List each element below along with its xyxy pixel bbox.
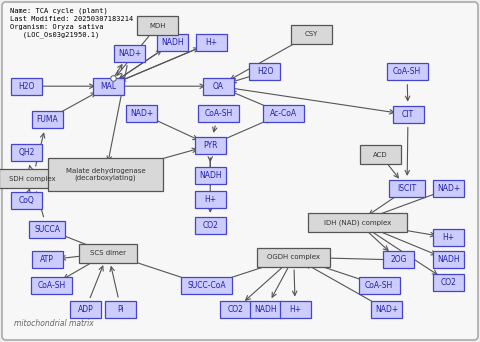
Text: Malate dehydrogenase
(decarboxylating): Malate dehydrogenase (decarboxylating) [66, 168, 145, 181]
Text: OGDH complex: OGDH complex [267, 254, 320, 260]
Text: CSY: CSY [304, 31, 318, 37]
Text: OA: OA [213, 82, 224, 91]
FancyBboxPatch shape [250, 63, 280, 80]
Text: Pi: Pi [118, 305, 124, 314]
FancyBboxPatch shape [433, 251, 464, 268]
FancyBboxPatch shape [114, 44, 145, 62]
FancyBboxPatch shape [290, 25, 332, 44]
FancyBboxPatch shape [11, 192, 42, 209]
FancyBboxPatch shape [48, 158, 163, 191]
Text: FUMA: FUMA [36, 115, 58, 124]
FancyBboxPatch shape [126, 105, 157, 122]
FancyBboxPatch shape [11, 144, 42, 161]
FancyBboxPatch shape [257, 248, 330, 267]
Text: NADH: NADH [161, 38, 184, 47]
FancyBboxPatch shape [195, 190, 226, 208]
Text: H2O: H2O [257, 67, 273, 76]
Text: CIT: CIT [402, 110, 414, 119]
Text: NAD+: NAD+ [437, 184, 460, 193]
Text: mitochondrial matrix: mitochondrial matrix [14, 319, 94, 328]
FancyBboxPatch shape [196, 34, 227, 51]
FancyBboxPatch shape [70, 301, 101, 318]
FancyBboxPatch shape [32, 251, 62, 268]
FancyBboxPatch shape [203, 78, 234, 95]
Text: MAL: MAL [100, 82, 116, 91]
FancyBboxPatch shape [195, 167, 226, 184]
Text: QH2: QH2 [18, 148, 35, 157]
Text: CoA-SH: CoA-SH [365, 281, 393, 290]
Text: ATP: ATP [40, 255, 54, 264]
FancyBboxPatch shape [29, 221, 65, 238]
FancyBboxPatch shape [263, 105, 304, 122]
Text: NAD+: NAD+ [118, 49, 141, 57]
FancyBboxPatch shape [157, 34, 188, 51]
Text: NADH: NADH [254, 305, 277, 314]
Text: SDH complex: SDH complex [9, 175, 56, 182]
Text: Ac-CoA: Ac-CoA [270, 109, 297, 118]
Text: CoQ: CoQ [19, 196, 34, 205]
FancyBboxPatch shape [386, 63, 428, 80]
FancyBboxPatch shape [106, 301, 136, 318]
Text: 2OG: 2OG [390, 255, 407, 264]
FancyBboxPatch shape [433, 274, 464, 291]
FancyBboxPatch shape [0, 169, 67, 188]
Text: NAD+: NAD+ [375, 305, 398, 314]
Text: IDH (NAD) complex: IDH (NAD) complex [324, 219, 391, 226]
Text: NADH: NADH [437, 255, 460, 264]
Text: NADH: NADH [199, 171, 222, 180]
Text: H+: H+ [289, 305, 301, 314]
Text: ADP: ADP [78, 305, 93, 314]
Text: NAD+: NAD+ [130, 109, 153, 118]
FancyBboxPatch shape [383, 251, 414, 268]
Text: PYR: PYR [203, 141, 217, 150]
FancyBboxPatch shape [393, 106, 423, 123]
FancyBboxPatch shape [359, 277, 400, 294]
FancyBboxPatch shape [389, 180, 425, 197]
Text: CoA-SH: CoA-SH [393, 67, 421, 76]
FancyBboxPatch shape [79, 244, 137, 263]
FancyBboxPatch shape [11, 78, 42, 95]
Text: ACD: ACD [373, 152, 387, 158]
Text: CoA-SH: CoA-SH [38, 281, 66, 290]
FancyBboxPatch shape [31, 277, 72, 294]
Text: CO2: CO2 [441, 278, 457, 287]
Text: SUCC-CoA: SUCC-CoA [187, 281, 226, 290]
FancyBboxPatch shape [433, 229, 464, 246]
Text: Name: TCA cycle (plant)
Last Modified: 20250307183214
Organism: Oryza sativa
   : Name: TCA cycle (plant) Last Modified: 2… [10, 8, 133, 38]
Text: H+: H+ [205, 38, 217, 47]
FancyBboxPatch shape [198, 105, 239, 122]
FancyBboxPatch shape [181, 277, 232, 294]
Text: H+: H+ [443, 233, 455, 242]
FancyBboxPatch shape [280, 301, 311, 318]
Text: CO2: CO2 [202, 221, 218, 230]
FancyBboxPatch shape [360, 145, 401, 164]
Text: ISCIT: ISCIT [397, 184, 417, 193]
Text: H+: H+ [204, 195, 216, 203]
FancyBboxPatch shape [371, 301, 402, 318]
Text: SCS dimer: SCS dimer [90, 250, 126, 256]
FancyBboxPatch shape [195, 137, 226, 154]
Text: CoA-SH: CoA-SH [204, 109, 232, 118]
FancyBboxPatch shape [195, 217, 226, 234]
FancyBboxPatch shape [308, 213, 408, 232]
FancyBboxPatch shape [433, 180, 464, 197]
Text: CO2: CO2 [227, 305, 243, 314]
FancyBboxPatch shape [32, 111, 62, 128]
Text: SUCCA: SUCCA [34, 225, 60, 234]
Text: MDH: MDH [149, 23, 166, 29]
FancyBboxPatch shape [220, 301, 251, 318]
Text: H2O: H2O [18, 82, 35, 91]
FancyBboxPatch shape [250, 301, 281, 318]
FancyBboxPatch shape [93, 78, 123, 95]
FancyBboxPatch shape [137, 16, 178, 35]
